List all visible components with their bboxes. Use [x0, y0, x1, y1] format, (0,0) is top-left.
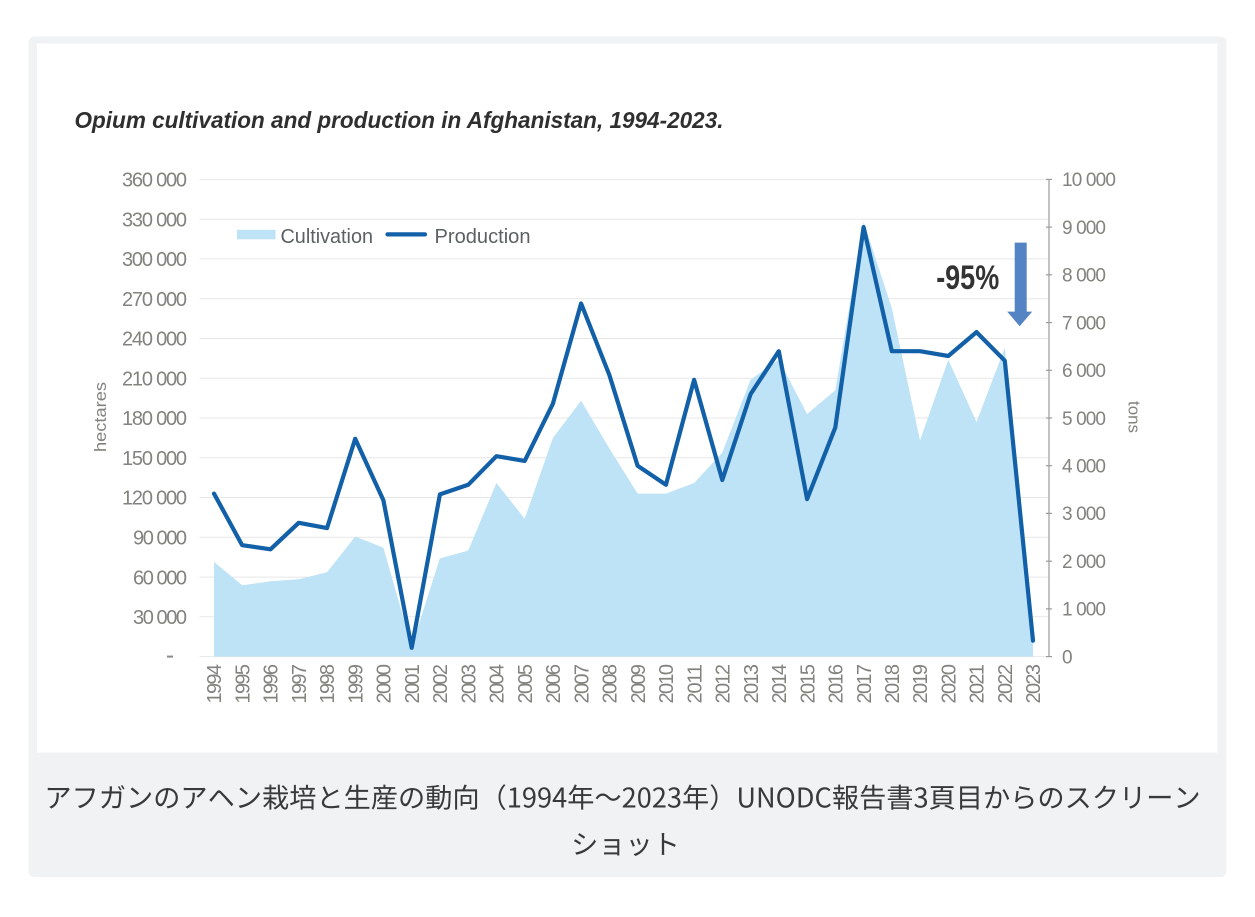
svg-text:300 000: 300 000	[122, 249, 187, 271]
svg-text:270 000: 270 000	[122, 289, 187, 311]
svg-text:2012: 2012	[713, 664, 735, 704]
svg-text:2017: 2017	[854, 664, 876, 704]
svg-text:2013: 2013	[741, 664, 763, 704]
svg-text:2016: 2016	[826, 664, 848, 704]
svg-text:2006: 2006	[543, 664, 565, 704]
svg-text:30 000: 30 000	[133, 607, 187, 629]
svg-text:2005: 2005	[515, 664, 537, 704]
svg-text:5 000: 5 000	[1062, 409, 1106, 430]
svg-text:2015: 2015	[797, 664, 819, 704]
svg-text:2008: 2008	[600, 664, 622, 704]
svg-text:2010: 2010	[656, 664, 678, 704]
svg-text:2 000: 2 000	[1062, 552, 1106, 573]
svg-text:4 000: 4 000	[1062, 457, 1106, 478]
svg-text:2011: 2011	[684, 664, 706, 704]
svg-text:9 000: 9 000	[1062, 218, 1106, 239]
svg-text:330 000: 330 000	[122, 209, 187, 231]
svg-text:8 000: 8 000	[1062, 266, 1106, 287]
svg-text:2009: 2009	[628, 664, 650, 704]
svg-text:Production: Production	[435, 226, 531, 248]
svg-text:2019: 2019	[910, 664, 932, 704]
svg-text:1994: 1994	[204, 664, 226, 704]
svg-text:2004: 2004	[487, 664, 509, 704]
svg-text:180 000: 180 000	[122, 408, 187, 430]
svg-text:1999: 1999	[345, 664, 367, 704]
svg-text:210 000: 210 000	[122, 368, 187, 390]
svg-text:1998: 1998	[317, 664, 339, 704]
svg-text:1995: 1995	[232, 664, 254, 704]
svg-text:1997: 1997	[289, 664, 311, 704]
svg-text:90 000: 90 000	[133, 528, 187, 550]
svg-text:Opium cultivation and producti: Opium cultivation and production in Afgh…	[75, 107, 724, 133]
svg-text:2021: 2021	[967, 664, 989, 704]
svg-text:hectares: hectares	[91, 382, 110, 452]
svg-text:2000: 2000	[374, 664, 396, 704]
svg-text:1 000: 1 000	[1062, 600, 1106, 621]
svg-text:360 000: 360 000	[122, 170, 187, 192]
svg-text:3 000: 3 000	[1062, 504, 1106, 525]
svg-text:-95%: -95%	[936, 259, 999, 297]
svg-text:2018: 2018	[882, 664, 904, 704]
svg-text:150 000: 150 000	[122, 448, 187, 470]
svg-text:60 000: 60 000	[133, 567, 187, 589]
svg-text:2001: 2001	[402, 664, 424, 704]
svg-text:120 000: 120 000	[122, 488, 187, 510]
svg-text:tons: tons	[1125, 401, 1144, 433]
svg-text:2003: 2003	[458, 664, 480, 704]
svg-text:2007: 2007	[571, 664, 593, 704]
svg-text:0: 0	[1062, 647, 1073, 668]
svg-text:2020: 2020	[939, 664, 961, 704]
svg-text:2002: 2002	[430, 664, 452, 704]
svg-text:Cultivation: Cultivation	[281, 226, 374, 248]
svg-text:2014: 2014	[769, 664, 791, 704]
svg-text:6 000: 6 000	[1062, 361, 1106, 382]
svg-text:2023: 2023	[1023, 664, 1045, 704]
svg-text:1996: 1996	[261, 664, 283, 704]
svg-text:2022: 2022	[995, 664, 1017, 704]
svg-text:10 000: 10 000	[1062, 170, 1116, 191]
svg-text:240 000: 240 000	[122, 329, 187, 351]
svg-text:7 000: 7 000	[1062, 313, 1106, 334]
